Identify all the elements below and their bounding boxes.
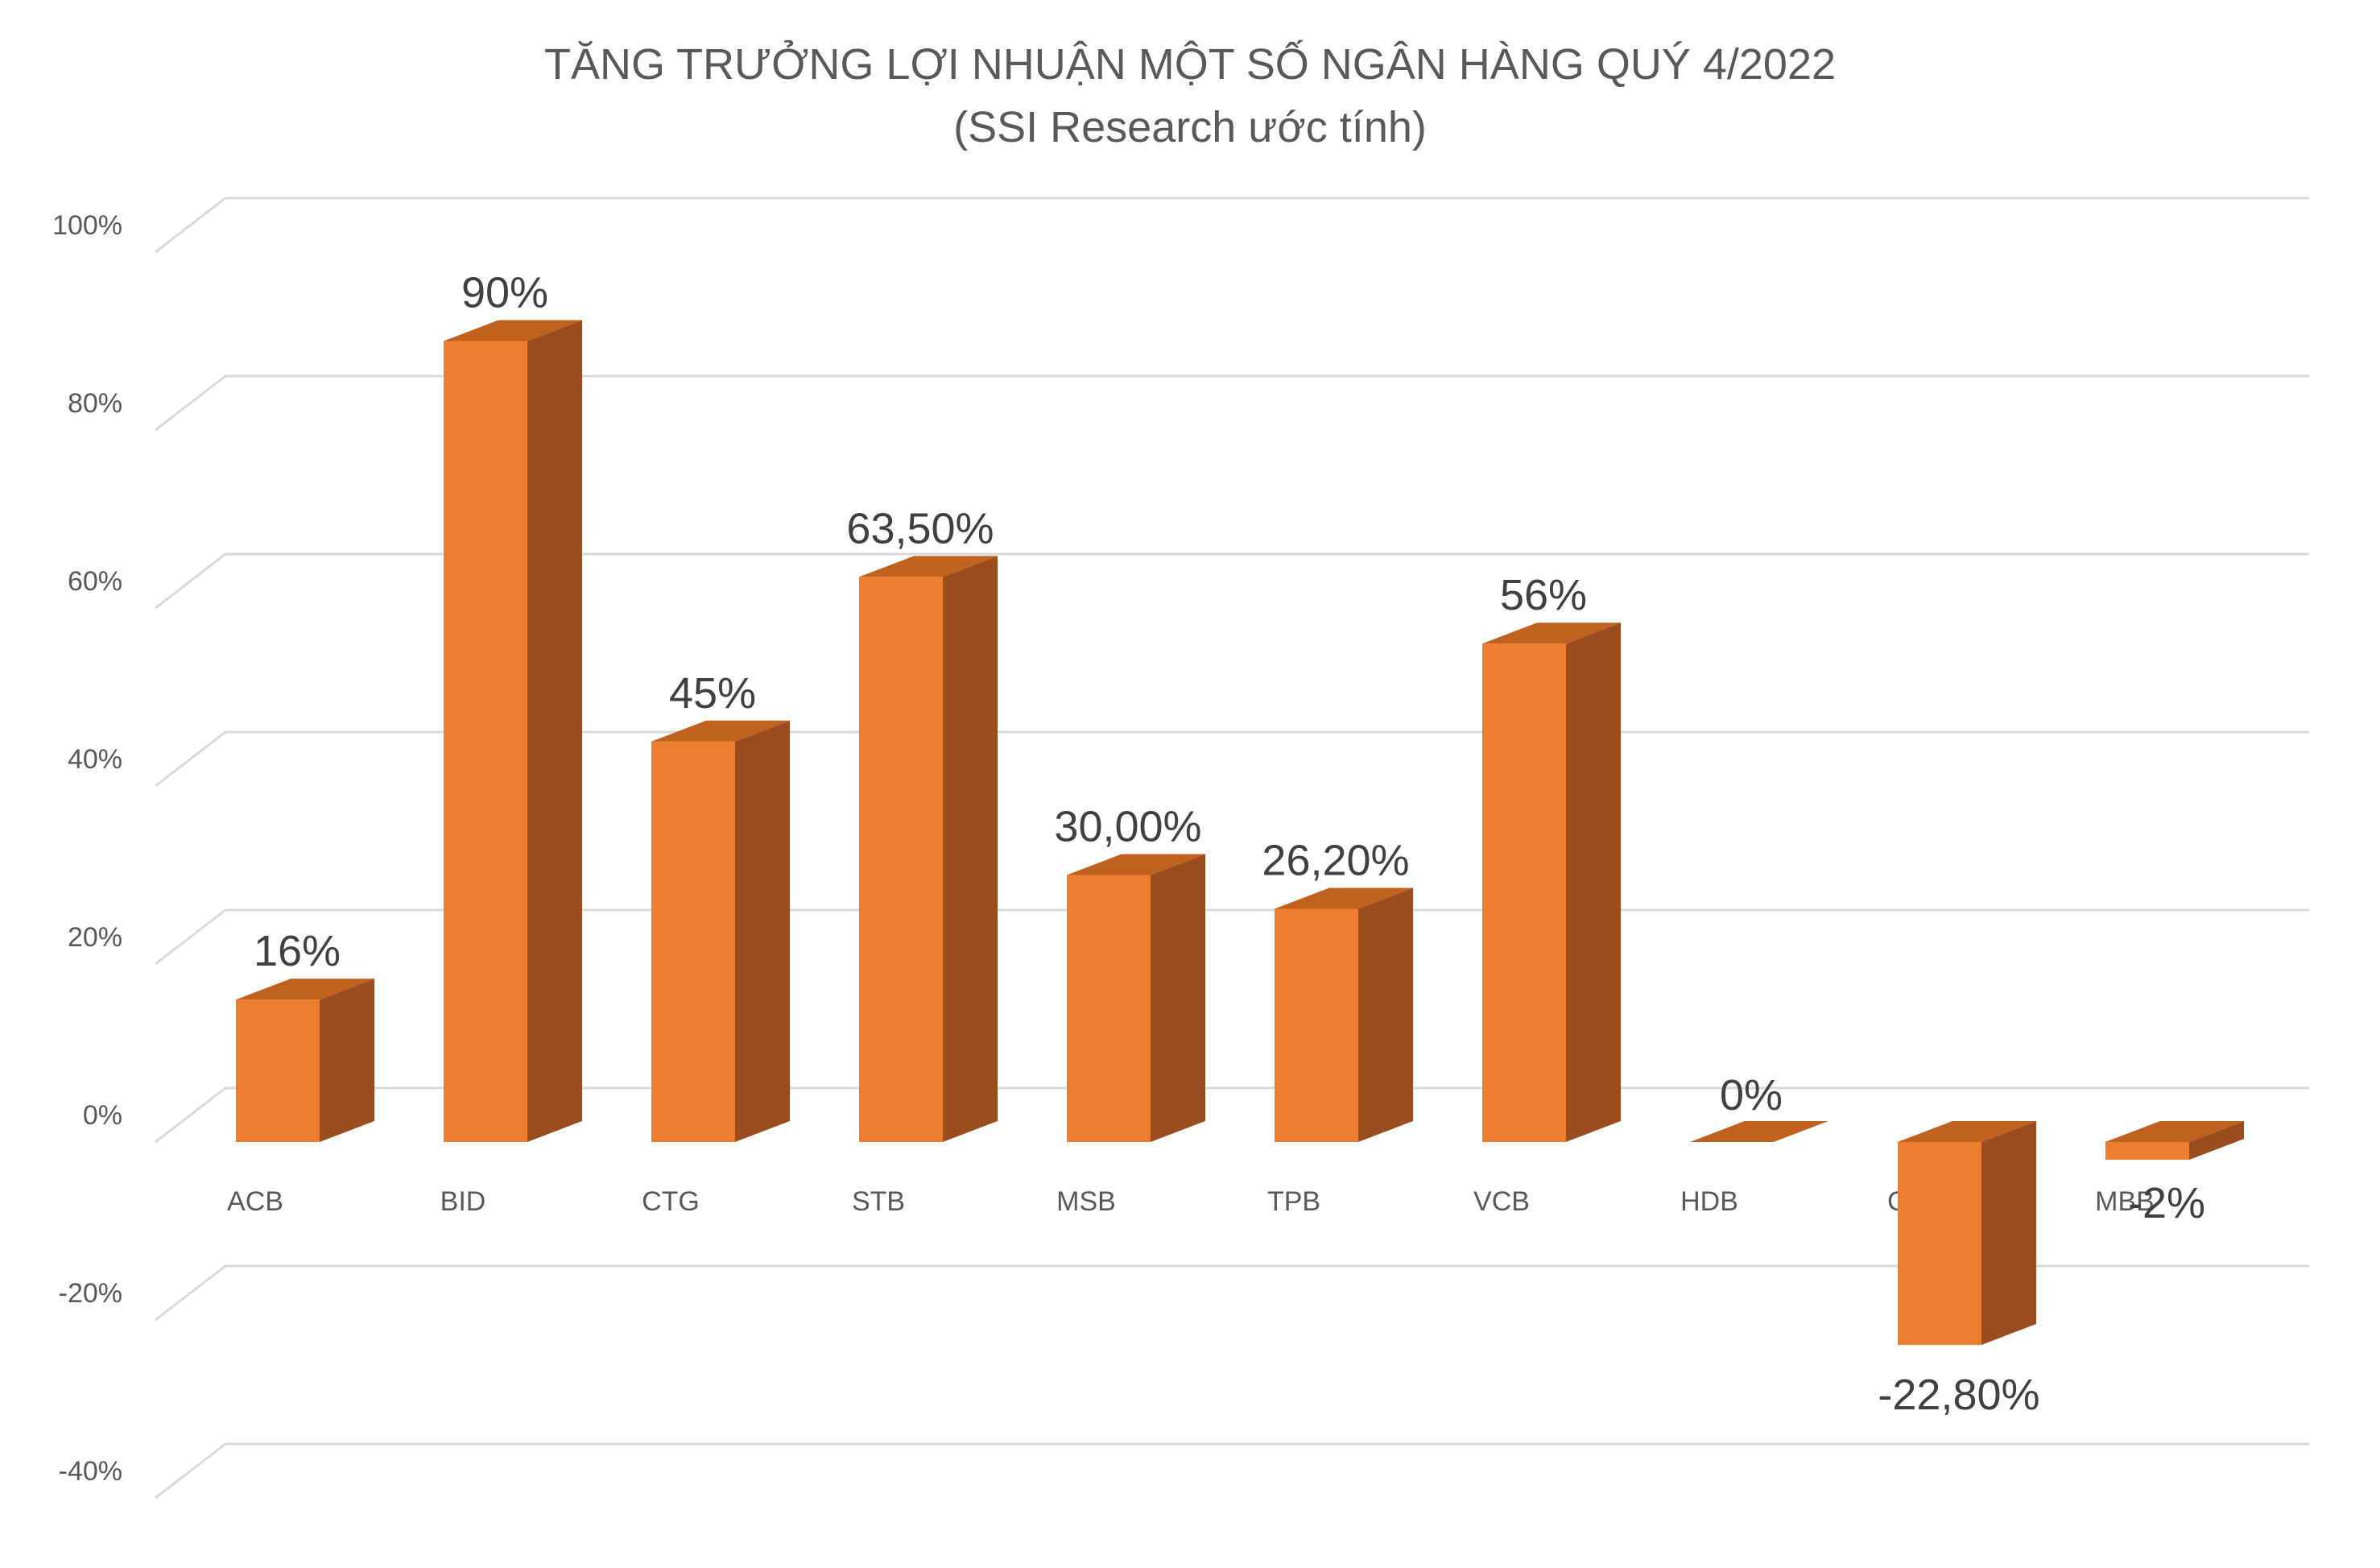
chart-title: TĂNG TRƯỞNG LỢI NHUẬN MỘT SỐ NGÂN HÀNG Q…: [544, 40, 1836, 89]
data-label: 16%: [254, 927, 341, 975]
y-tick-label: -20%: [59, 1278, 122, 1309]
y-tick-label: 0%: [83, 1100, 122, 1131]
bar-side: [1981, 1121, 2036, 1345]
x-tick-label: VCB: [1473, 1186, 1530, 1217]
data-label: 45%: [669, 669, 756, 718]
bar-msb: [1067, 854, 1205, 1142]
bar-front: [1482, 643, 1566, 1142]
x-tick-label: BID: [440, 1186, 486, 1217]
bar-ocb: [1898, 1121, 2036, 1345]
gridline: [155, 1264, 2309, 1322]
bar-front: [2105, 1142, 2189, 1160]
bar-side: [320, 978, 374, 1142]
gridlines: [155, 197, 2309, 1500]
bar-vcb: [1482, 623, 1621, 1142]
y-tick-label: 60%: [68, 566, 122, 597]
bar-top: [859, 556, 998, 577]
data-label: 30,00%: [1054, 803, 1201, 851]
chart-subtitle: (SSI Research ước tính): [953, 103, 1427, 151]
x-tick-label: ACB: [227, 1186, 283, 1217]
bar-side: [1151, 854, 1205, 1142]
bar-front: [444, 341, 527, 1142]
x-tick-label: MSB: [1056, 1186, 1116, 1217]
x-tick-label: STB: [852, 1186, 905, 1217]
bar-top: [651, 720, 790, 742]
gridline: [155, 374, 2309, 432]
bar-side: [2189, 1121, 2244, 1160]
bar-tpb: [1275, 887, 1413, 1142]
bar-side: [1566, 623, 1621, 1142]
bar-mbb: [2105, 1121, 2244, 1160]
bar-top: [1275, 887, 1413, 909]
bar-front: [236, 999, 320, 1142]
bar-top: [1482, 623, 1621, 644]
bar-bid: [444, 320, 582, 1142]
x-tick-label: HDB: [1680, 1186, 1738, 1217]
bar-front: [651, 741, 735, 1142]
data-labels: 16% 90% 45% 63,50% 30,00% 26,20% 56% 0% -22,80% -…: [254, 269, 2205, 1419]
bar-top: [236, 978, 374, 1000]
data-label: 90%: [461, 269, 548, 317]
bar-stb: [859, 556, 998, 1142]
gridline: [155, 197, 2309, 254]
bar-front: [1898, 1142, 1981, 1345]
bar-front: [1067, 875, 1151, 1142]
data-label: 0%: [1720, 1071, 1783, 1119]
bar-acb: [236, 978, 374, 1142]
data-label: -22,80%: [1878, 1371, 2039, 1419]
data-label: 56%: [1500, 571, 1587, 619]
data-label: 63,50%: [846, 504, 994, 552]
bar-front: [859, 577, 943, 1142]
x-tick-label: MBB: [2095, 1186, 2155, 1217]
bar-side: [1358, 887, 1413, 1142]
bar-hdb: [1690, 1121, 1828, 1142]
y-tick-label: 80%: [68, 388, 122, 419]
bar-top: [444, 320, 582, 341]
y-tick-label: 40%: [68, 744, 122, 775]
y-tick-label: -40%: [59, 1456, 122, 1487]
bar-top: [2105, 1121, 2244, 1142]
x-tick-label: CTG: [642, 1186, 700, 1217]
bar-side: [527, 320, 582, 1142]
bars: [236, 320, 2244, 1345]
bar-front: [1275, 908, 1358, 1142]
y-axis-ticks: -40% -20% 0% 20% 40% 60% 80% 100%: [52, 210, 122, 1487]
bar-side: [735, 720, 790, 1142]
bar-side: [943, 556, 998, 1142]
data-label: 26,20%: [1262, 836, 1409, 884]
x-axis-ticks: ACBBIDCTGSTBMSBTPBVCBHDBOCBMBB: [227, 1186, 2155, 1217]
y-tick-label: 100%: [52, 210, 122, 241]
bar-top: [1690, 1121, 1828, 1142]
x-tick-label: TPB: [1267, 1186, 1320, 1217]
gridline: [155, 552, 2309, 610]
data-label: -2%: [2128, 1179, 2205, 1227]
bar-top: [1067, 854, 1205, 875]
bar-top: [1898, 1121, 2036, 1142]
gridline: [155, 1442, 2309, 1500]
y-tick-label: 20%: [68, 922, 122, 953]
bar-ctg: [651, 720, 790, 1142]
